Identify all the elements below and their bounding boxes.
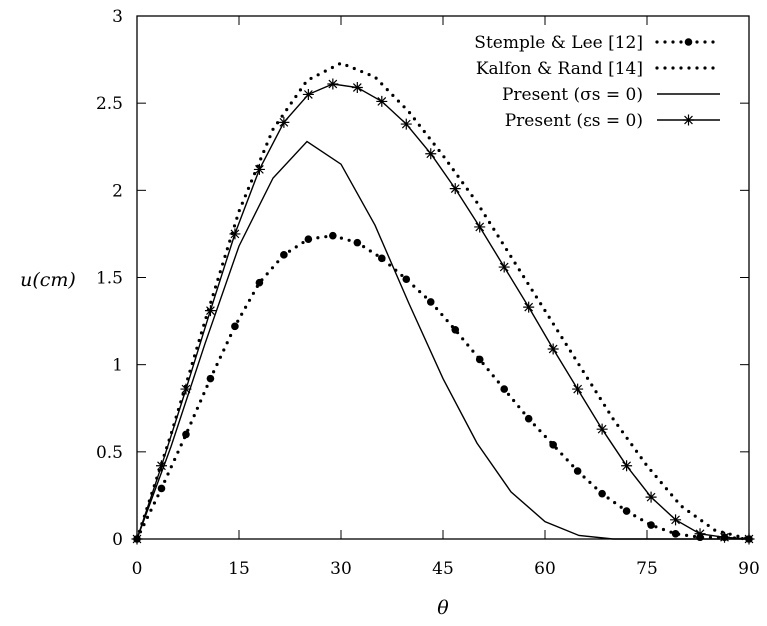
series-1-point	[451, 326, 460, 334]
legend-label-1: Stemple & Lee [12]	[474, 33, 643, 53]
x-tick-label: 60	[534, 559, 556, 579]
series-4-point	[253, 163, 265, 175]
series-1-point	[255, 278, 264, 287]
legend-marker-4	[683, 114, 694, 126]
series-3	[136, 140, 749, 540]
series-4	[131, 78, 755, 545]
series-1-point	[671, 529, 680, 538]
series-1-point	[598, 489, 606, 498]
series-1	[133, 231, 753, 543]
x-axis-title: θ	[437, 597, 449, 619]
series-1-point	[647, 521, 655, 529]
series-1-point	[206, 374, 215, 383]
y-tick-label: 1.5	[96, 269, 123, 289]
series-1-point	[475, 355, 484, 364]
series-4-point	[719, 531, 731, 543]
series-4-point	[131, 533, 143, 545]
series-4-point	[229, 228, 241, 240]
series-layer	[131, 61, 755, 545]
legend-label-2: Kalfon & Rand [14]	[476, 59, 643, 79]
series-1-point	[426, 298, 435, 306]
series-4-point	[547, 343, 559, 355]
series-2	[135, 61, 751, 541]
series-1-point	[500, 385, 509, 393]
series-4-point	[645, 491, 657, 503]
series-1-point	[231, 322, 239, 331]
series-1-point	[182, 430, 190, 439]
series-4-point	[572, 383, 584, 395]
series-1-line	[135, 234, 751, 541]
series-1-point	[378, 254, 386, 263]
legend: Stemple & Lee [12] Kalfon & Rand [14] Pres…	[474, 33, 722, 131]
y-axis-title: u(cm)	[20, 269, 76, 291]
series-4-line	[136, 83, 750, 540]
series-4-point	[400, 118, 412, 130]
axis-ticks: 0 15 30 45 60 75 90 0 0.5 1 1.5 2 2.5 3	[96, 7, 760, 579]
y-tick-label: 2.5	[96, 94, 123, 114]
series-1-point	[622, 507, 631, 515]
series-1-point	[304, 235, 313, 243]
series-4-point	[670, 514, 682, 526]
y-tick-label: 2	[112, 181, 123, 201]
x-tick-label: 0	[132, 559, 143, 579]
series-4-point	[694, 528, 706, 540]
series-4-point	[523, 301, 535, 313]
series-1-point	[280, 251, 288, 259]
series-4-point	[180, 383, 192, 395]
series-4-point	[743, 533, 755, 545]
series-1-point	[353, 238, 362, 247]
y-tick-label: 0.5	[96, 443, 123, 463]
series-4-point	[596, 423, 608, 435]
series-4-point	[155, 460, 167, 472]
x-tick-label: 75	[636, 559, 658, 579]
series-4-point	[376, 95, 388, 107]
series-4-point	[621, 460, 633, 472]
series-3-line	[136, 140, 749, 540]
x-tick-label: 15	[228, 559, 250, 579]
x-tick-label: 45	[432, 559, 454, 579]
series-4-point	[278, 116, 290, 128]
series-4-point	[327, 78, 339, 90]
series-4-point	[351, 81, 363, 93]
legend-marker-1	[684, 38, 693, 46]
series-1-point	[524, 414, 533, 423]
series-4-point	[425, 148, 437, 160]
y-tick-label: 1	[112, 356, 123, 376]
series-1-point	[573, 467, 582, 475]
series-4-point	[302, 88, 314, 100]
series-1-point	[157, 484, 166, 493]
series-1-point	[329, 231, 337, 240]
series-4-point	[498, 261, 510, 273]
legend-label-4: Present (εs = 0)	[505, 111, 643, 131]
y-tick-label: 3	[112, 7, 123, 27]
series-2-line	[135, 61, 751, 541]
series-1-point	[549, 441, 557, 449]
y-tick-label: 0	[112, 530, 123, 550]
x-tick-label: 90	[738, 559, 760, 579]
series-1-point	[402, 275, 411, 284]
series-4-point	[474, 221, 486, 233]
x-tick-label: 30	[330, 559, 352, 579]
series-4-point	[204, 305, 216, 317]
legend-label-3: Present (σs = 0)	[502, 85, 643, 105]
series-4-point	[449, 183, 461, 195]
